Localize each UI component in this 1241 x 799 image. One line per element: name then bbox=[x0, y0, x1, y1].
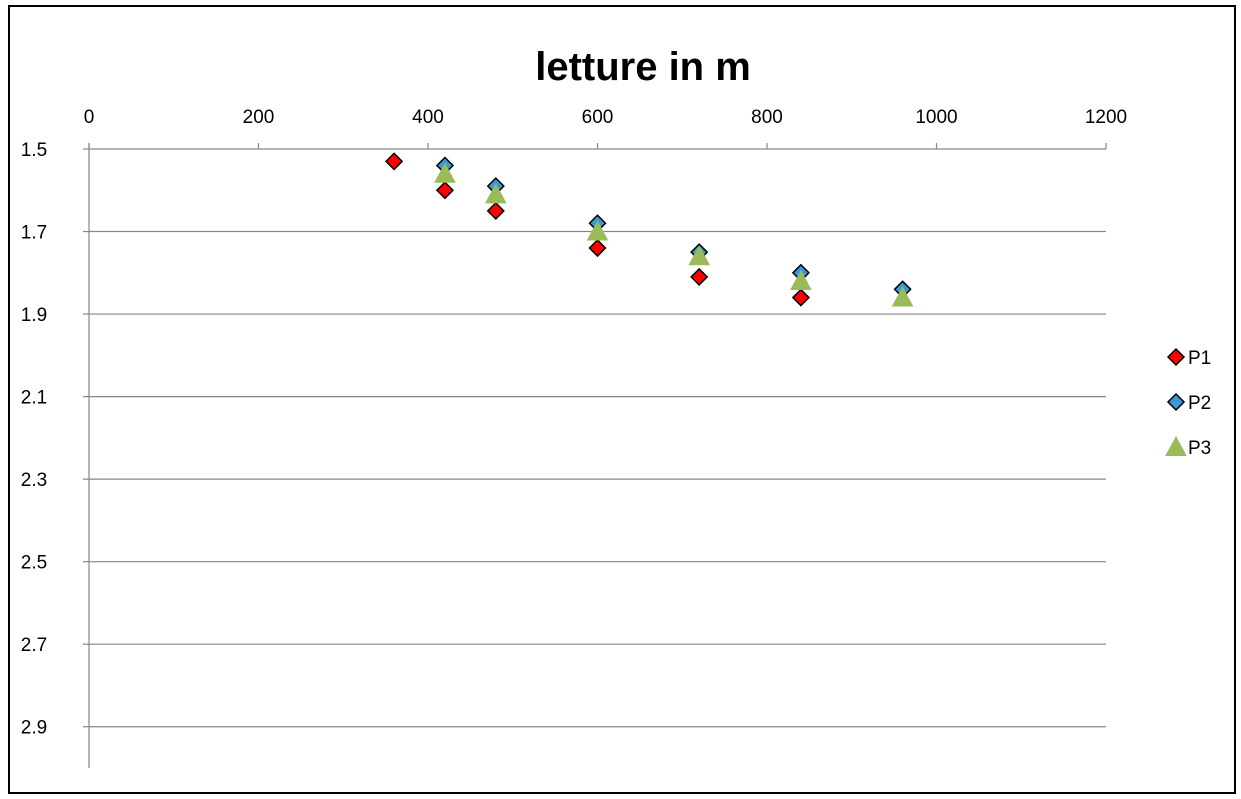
y-tick-label: 1.5 bbox=[21, 140, 47, 161]
y-tick-label: 2.3 bbox=[21, 470, 47, 491]
legend-marker-p2 bbox=[1166, 392, 1186, 412]
y-tick-label: 2.1 bbox=[21, 388, 47, 409]
point-p1 bbox=[486, 201, 505, 220]
y-tick-label: 2.9 bbox=[21, 718, 47, 739]
point-p3 bbox=[586, 220, 609, 241]
x-tick-label: 1200 bbox=[1085, 107, 1127, 128]
legend: P1 P2 P3 bbox=[1165, 347, 1211, 459]
point-p1 bbox=[385, 152, 404, 171]
point-p1 bbox=[435, 181, 455, 200]
y-tick-label: 1.7 bbox=[21, 223, 47, 244]
point-p3 bbox=[891, 286, 914, 307]
legend-label-p1: P1 bbox=[1188, 348, 1211, 369]
x-tick-label: 0 bbox=[84, 107, 95, 128]
legend-marker-p3 bbox=[1165, 435, 1187, 456]
point-p3 bbox=[688, 245, 711, 266]
chart-frame bbox=[8, 5, 1236, 794]
legend-label-p3: P3 bbox=[1188, 438, 1211, 459]
x-tick-label: 1000 bbox=[915, 107, 957, 128]
point-p3 bbox=[434, 162, 456, 183]
y-tick-label: 1.9 bbox=[21, 305, 47, 326]
legend-marker-p1 bbox=[1166, 347, 1186, 367]
point-p3 bbox=[790, 270, 812, 291]
gridlines bbox=[89, 230, 1106, 728]
data-points bbox=[385, 152, 914, 307]
y-tick-label: 2.5 bbox=[21, 553, 47, 574]
point-p1 bbox=[791, 288, 810, 307]
point-p3 bbox=[484, 183, 507, 204]
legend-label-p2: P2 bbox=[1188, 393, 1211, 414]
point-p1 bbox=[588, 238, 607, 258]
x-tick-label: 800 bbox=[751, 107, 783, 128]
x-tick-label: 600 bbox=[582, 107, 614, 128]
point-p1 bbox=[690, 267, 709, 286]
x-tick-label: 400 bbox=[412, 107, 444, 128]
chart-title: letture in m bbox=[535, 45, 751, 89]
tick-labels: 1.5 1.7 1.9 2.1 2.3 2.5 2.7 2.9 0 200 400 600 800 100… bbox=[21, 107, 1127, 739]
y-tick-label: 2.7 bbox=[21, 635, 47, 656]
axes bbox=[83, 143, 1107, 768]
x-tick-label: 200 bbox=[243, 107, 275, 128]
